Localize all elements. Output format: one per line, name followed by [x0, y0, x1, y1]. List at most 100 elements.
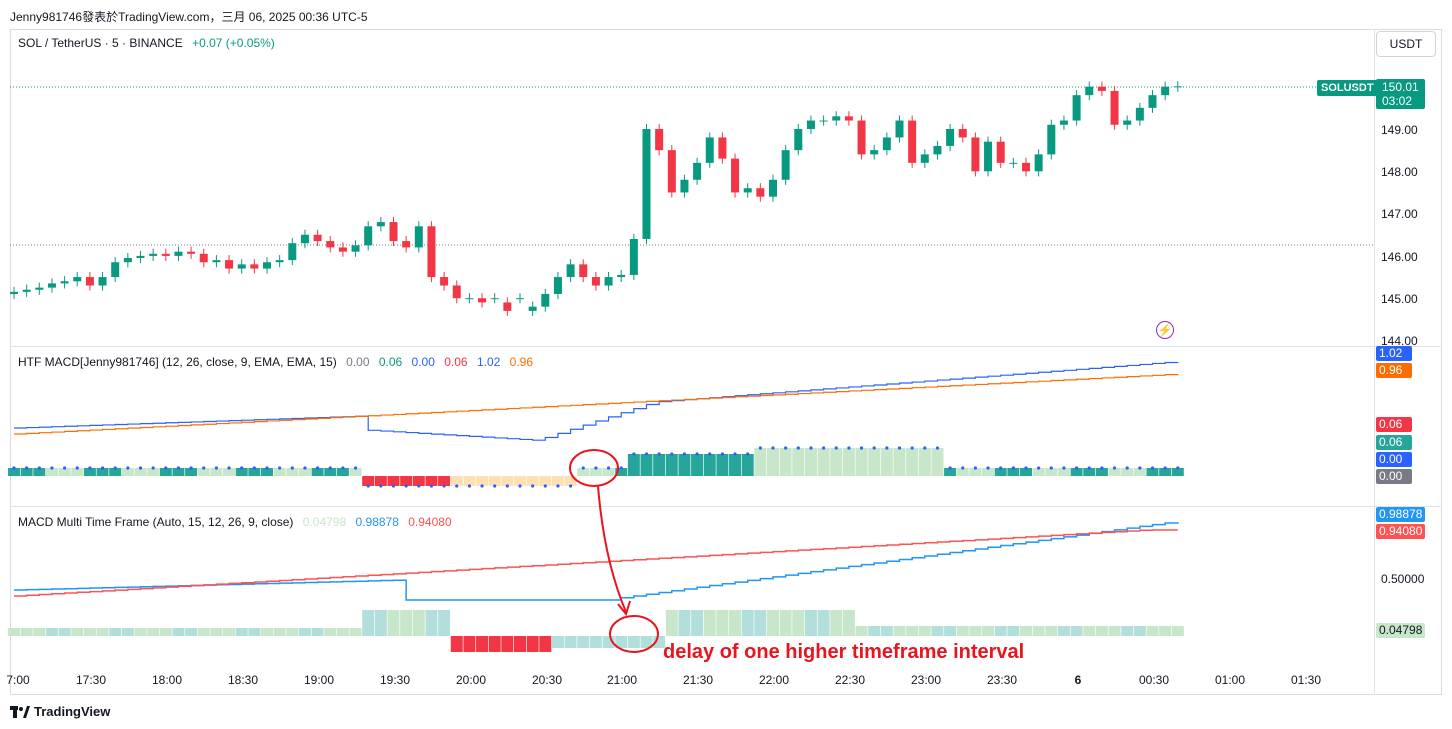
htf-histogram-dot: [1037, 466, 1041, 470]
htf-histogram-bar: [855, 448, 868, 476]
mtf-histogram-bar: [1045, 626, 1058, 636]
candle-body: [680, 179, 689, 193]
htf-histogram-dot: [885, 446, 889, 450]
htf-histogram-dot: [1125, 466, 1129, 470]
mtf-histogram-bar: [248, 628, 261, 636]
htf-histogram-bar: [741, 454, 754, 476]
htf-histogram-dot: [227, 466, 231, 470]
htf-histogram-bar: [994, 468, 1007, 476]
candle-body: [199, 253, 208, 263]
mtf-macd-legend[interactable]: MACD Multi Time Frame (Auto, 15, 12, 26,…: [18, 515, 458, 529]
mtf-histogram-bar: [880, 626, 893, 636]
mtf-histogram-bar: [1121, 626, 1134, 636]
mtf-histogram-bar: [374, 610, 387, 636]
htf-histogram-dot: [278, 466, 282, 470]
htf-histogram-bar: [944, 468, 957, 476]
htf-histogram-bar: [767, 448, 779, 476]
mtf-histogram-bar: [311, 628, 324, 636]
currency-button[interactable]: USDT: [1376, 31, 1436, 57]
lightning-icon[interactable]: ⚡: [1156, 321, 1174, 339]
htf-histogram-bar: [286, 468, 299, 476]
mtf-histogram-bar: [235, 628, 248, 636]
time-axis-label: 20:30: [531, 673, 563, 687]
mtf-histogram-bar: [71, 628, 84, 636]
mtf-histogram-bar: [1133, 626, 1146, 636]
htf-histogram-dot: [493, 484, 497, 488]
mtf-histogram-bar: [678, 610, 691, 636]
candle-body: [566, 264, 575, 278]
htf-histogram-dot: [1049, 466, 1053, 470]
htf-histogram-dot: [37, 466, 41, 470]
htf-histogram-bar: [1133, 468, 1146, 476]
htf-histogram-bar: [1095, 468, 1108, 476]
htf-histogram-dot: [644, 452, 649, 456]
pane-separator-1[interactable]: [10, 346, 1442, 347]
htf-histogram-bar: [147, 468, 160, 476]
mtf-histogram-bar: [918, 626, 931, 636]
htf-value: 0.06: [444, 355, 468, 369]
htf-histogram-dot: [1112, 466, 1117, 470]
htf-histogram-bar: [450, 476, 463, 486]
mtf-histogram-bar: [804, 610, 817, 636]
candle-body: [908, 120, 917, 163]
candle-body: [149, 253, 158, 256]
mtf-histogram-bar: [729, 610, 742, 636]
symbol-legend[interactable]: SOL / TetherUS · 5 · BINANCE +0.07 (+0.0…: [18, 36, 281, 50]
htf-histogram-dot: [126, 466, 130, 470]
mtf-histogram-bar: [20, 628, 33, 636]
candle-body: [844, 116, 853, 121]
candle-body: [870, 150, 879, 155]
htf-histogram-bar: [956, 468, 969, 476]
candle-body: [212, 260, 221, 263]
htf-histogram-bar: [792, 448, 805, 476]
htf-histogram-dot: [796, 446, 800, 450]
candle-body: [933, 145, 942, 155]
htf-histogram-bar: [653, 454, 666, 476]
candle-body: [781, 150, 790, 180]
mtf-histogram-bar: [1159, 626, 1172, 636]
pane-separator-2[interactable]: [10, 506, 1442, 507]
mtf-histogram-bar: [121, 628, 134, 636]
time-axis-label: 18:00: [151, 673, 183, 687]
htf-histogram-dot: [240, 466, 244, 470]
tradingview-logo: TradingView: [10, 704, 110, 719]
mtf-signal-tag: 0.94080: [1376, 524, 1426, 539]
candle-body: [591, 277, 600, 286]
htf-signal-line: [14, 374, 1179, 435]
htf-macd-legend[interactable]: HTF MACD[Jenny981746] (12, 26, close, 9,…: [18, 355, 539, 369]
mtf-histogram-bar: [197, 628, 210, 636]
mtf-histogram-bar: [362, 610, 375, 636]
mtf-histogram-bar: [8, 628, 20, 636]
mtf-macd-title[interactable]: MACD Multi Time Frame (Auto, 15, 12, 26,…: [18, 515, 294, 529]
mtf-histogram-bar: [159, 628, 172, 636]
mtf-histogram-bar: [640, 636, 653, 648]
symbol-label[interactable]: SOL / TetherUS · 5 · BINANCE: [18, 36, 183, 50]
htf-histogram-dot: [455, 484, 459, 488]
htf-histogram-bar: [539, 476, 552, 486]
candle-body: [958, 129, 967, 138]
mtf-histogram-bar: [438, 610, 451, 636]
htf-histogram-bar: [1032, 468, 1045, 476]
htf-histogram-dot: [467, 484, 471, 488]
candle-body: [882, 137, 891, 151]
htf-histogram-bar: [261, 468, 273, 476]
candle-body: [629, 238, 638, 275]
candle-body: [642, 129, 651, 239]
htf-macd-title[interactable]: HTF MACD[Jenny981746] (12, 26, close, 9,…: [18, 355, 337, 369]
candle-body: [1173, 86, 1182, 88]
candle-body: [541, 293, 550, 307]
htf-histogram-bar: [33, 468, 46, 476]
htf-histogram-bar: [362, 476, 375, 486]
candle-body: [187, 251, 196, 254]
htf-histogram-dot: [429, 484, 434, 488]
htf-histogram-bar: [501, 476, 514, 486]
mtf-histogram-bar: [33, 628, 46, 636]
candle-body: [351, 245, 360, 252]
mtf-histogram-bar: [476, 636, 489, 652]
candle-body: [313, 234, 322, 242]
time-axis-label: 22:00: [758, 673, 790, 687]
htf-histogram-bar: [526, 476, 539, 486]
mtf-histogram-bar: [273, 628, 286, 636]
time-axis-label: 00:30: [1138, 673, 1170, 687]
